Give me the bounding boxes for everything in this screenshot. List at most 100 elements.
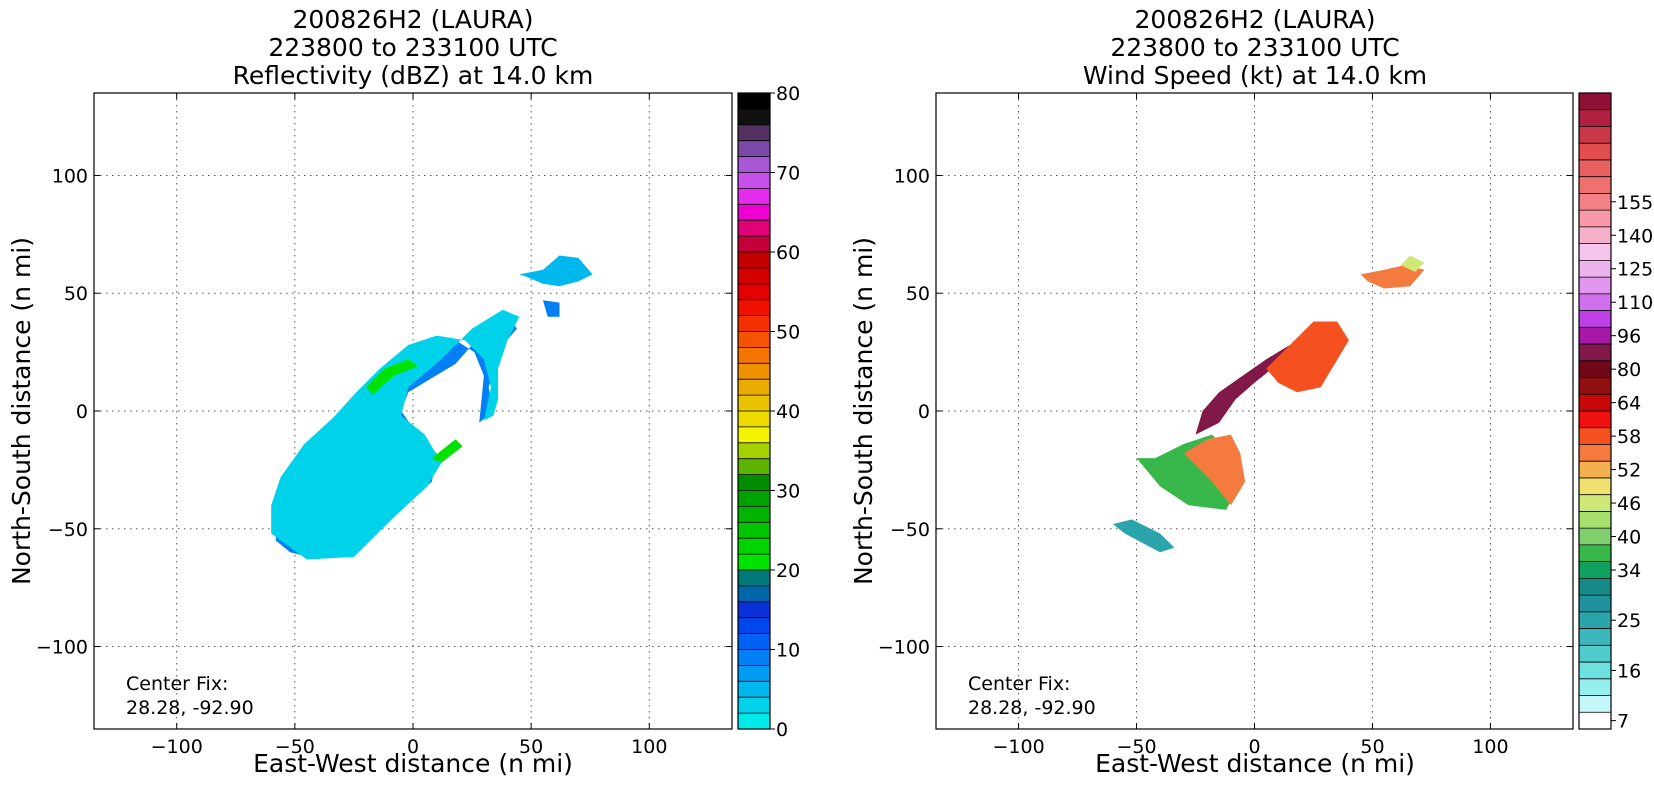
left-colorbar-segment <box>738 697 770 714</box>
right-panel: 200826H2 (LAURA) 223800 to 233100 UTC Wi… <box>849 5 1653 778</box>
left-region-outer-band <box>271 309 520 560</box>
left-plot-area: −100 −50 0 50 100 −100 −50 0 50 100 <box>36 93 732 758</box>
left-colorbar-segment <box>738 204 770 221</box>
left-title-line2: 223800 to 233100 UTC <box>268 33 557 62</box>
right-colorbar-segment <box>1579 159 1611 177</box>
left-colorbar-segment <box>738 108 770 126</box>
right-colorbar-segment <box>1579 126 1611 144</box>
left-colorbar-segment <box>738 458 770 475</box>
left-x-tick-label: 50 <box>519 736 543 758</box>
left-colorbar-segment <box>738 188 770 205</box>
right-colorbar-segment <box>1579 143 1611 161</box>
left-colorbar-tick-label: 40 <box>776 401 800 423</box>
right-colorbar-segment <box>1579 243 1611 261</box>
right-region-core-red <box>1183 434 1246 506</box>
right-colorbar-segment <box>1579 93 1611 111</box>
left-colorbar: 0 10 20 30 40 50 60 70 80 <box>737 83 800 741</box>
right-colorbar-tick-label: 52 <box>1617 460 1641 482</box>
left-center-fix-label: Center Fix: <box>126 673 228 695</box>
left-colorbar-segment <box>738 395 770 412</box>
left-colorbar-segment <box>738 93 770 110</box>
left-x-tick-label: 0 <box>407 736 419 758</box>
right-colorbar-tick-label: 58 <box>1617 426 1641 448</box>
left-colorbar-segment <box>738 299 770 316</box>
right-colorbar-tick-label: 140 <box>1617 225 1653 247</box>
left-colorbar-segment <box>738 442 770 459</box>
right-y-tick-label: 50 <box>906 283 930 305</box>
right-colorbar-segment <box>1579 645 1611 663</box>
left-colorbar-tick-label: 60 <box>776 242 800 264</box>
left-plot-frame <box>93 92 733 730</box>
left-colorbar-tick-label: 0 <box>776 719 788 741</box>
right-y-tick-label: −100 <box>878 637 930 659</box>
left-colorbar-segment <box>738 617 770 634</box>
left-title-line3: Reflectivity (dBZ) at 14.0 km <box>233 61 594 90</box>
right-colorbar-tick-label: 46 <box>1617 493 1641 515</box>
right-colorbar-segment <box>1579 226 1611 244</box>
right-colorbar-segment <box>1579 595 1611 613</box>
left-colorbar-tick-label: 80 <box>776 83 800 105</box>
right-title-line1: 200826H2 (LAURA) <box>1135 5 1376 34</box>
left-colorbar-tick-label: 30 <box>776 481 800 503</box>
right-x-tick-label: 100 <box>1472 736 1508 758</box>
left-colorbar-segment <box>738 267 770 285</box>
right-colorbar-segment <box>1579 611 1611 629</box>
right-colorbar-segment <box>1579 377 1611 395</box>
right-colorbar-tick-label: 16 <box>1617 660 1641 682</box>
right-colorbar-tick-label: 110 <box>1617 292 1653 314</box>
right-colorbar-segment <box>1579 310 1611 328</box>
right-y-tick-label: 0 <box>918 401 930 423</box>
left-region-ne-spot <box>543 300 560 317</box>
right-colorbar-segment <box>1579 293 1611 311</box>
left-colorbar-segment <box>738 506 770 523</box>
right-colorbar-segment <box>1579 578 1611 596</box>
right-colorbar-tick-label: 25 <box>1617 610 1641 632</box>
left-colorbar-segment <box>738 236 770 253</box>
right-colorbar-segment <box>1579 327 1611 345</box>
right-colorbar-segment <box>1579 477 1611 495</box>
left-colorbar-segment <box>738 331 770 348</box>
left-colorbar-segment <box>738 554 770 571</box>
right-colorbar-segment <box>1579 277 1611 295</box>
right-colorbar-segment <box>1579 494 1611 512</box>
left-y-axis-label: North-South distance (n mi) <box>7 237 36 585</box>
right-colorbar: 7 16 25 34 40 46 52 58 64 80 96 110 125 140 155 <box>1578 92 1653 733</box>
left-colorbar-segment <box>738 633 770 650</box>
right-colorbar-segment <box>1579 344 1611 362</box>
right-colorbar-tick-label: 40 <box>1617 527 1641 549</box>
right-colorbar-tick-label: 7 <box>1617 711 1629 733</box>
left-colorbar-segment <box>738 585 770 603</box>
right-colorbar-segment <box>1579 628 1611 646</box>
right-colorbar-segment <box>1579 528 1611 546</box>
left-colorbar-segment <box>738 252 770 269</box>
left-colorbar-segment <box>738 681 770 698</box>
left-title-line1: 200826H2 (LAURA) <box>293 5 534 34</box>
right-region-far-ne <box>1360 265 1425 289</box>
left-y-tick-label: −100 <box>36 637 88 659</box>
left-y-tick-label: 0 <box>76 401 88 423</box>
right-colorbar-segment <box>1579 678 1611 696</box>
right-y-tick-label: −50 <box>890 519 930 541</box>
right-colorbar-segment <box>1579 544 1611 562</box>
left-x-tick-label: 100 <box>631 736 667 758</box>
left-colorbar-segment <box>738 649 770 666</box>
right-x-axis-label: East-West distance (n mi) <box>1095 749 1415 778</box>
right-colorbar-tick-label: 155 <box>1617 192 1653 214</box>
left-colorbar-segment <box>738 490 770 507</box>
left-colorbar-segment <box>738 140 770 157</box>
right-colorbar-segment <box>1579 427 1611 445</box>
right-colorbar-segment <box>1579 193 1611 211</box>
right-colorbar-segment <box>1579 695 1611 713</box>
right-y-tick-label: 100 <box>894 165 930 187</box>
right-center-fix-label: Center Fix: <box>968 673 1070 695</box>
left-x-tick-label: −100 <box>151 736 203 758</box>
right-y-axis-label: North-South distance (n mi) <box>849 237 878 585</box>
left-region-ne-cell <box>519 255 593 287</box>
left-panel: 200826H2 (LAURA) 223800 to 233100 UTC Re… <box>7 5 800 778</box>
left-y-tick-label: 100 <box>52 165 88 187</box>
right-x-tick-label: −50 <box>1116 736 1156 758</box>
left-colorbar-segment <box>738 601 770 618</box>
left-colorbar-segment <box>738 379 770 396</box>
left-colorbar-segment <box>738 172 770 189</box>
